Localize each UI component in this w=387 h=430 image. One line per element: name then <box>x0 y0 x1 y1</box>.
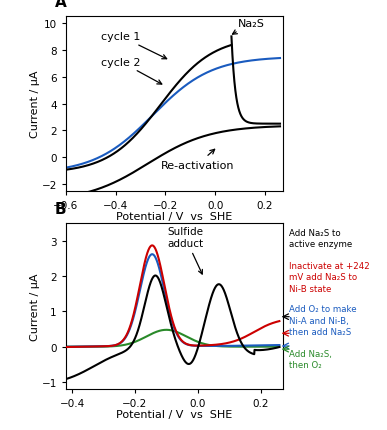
Text: Add O₂ to make
Ni-A and Ni-B,
then add Na₂S: Add O₂ to make Ni-A and Ni-B, then add N… <box>289 305 357 336</box>
Text: B: B <box>55 202 67 217</box>
X-axis label: Potential / V  vs  SHE: Potential / V vs SHE <box>116 212 232 222</box>
Text: Sulfide
adduct: Sulfide adduct <box>167 227 203 274</box>
Text: Na₂S: Na₂S <box>233 18 265 35</box>
X-axis label: Potential / V  vs  SHE: Potential / V vs SHE <box>116 409 232 420</box>
Text: cycle 2: cycle 2 <box>101 58 162 85</box>
Text: Inactivate at +242
mV add Na₂S to
Ni-B state: Inactivate at +242 mV add Na₂S to Ni-B s… <box>289 262 370 293</box>
Text: cycle 1: cycle 1 <box>101 32 167 60</box>
Text: A: A <box>55 0 67 10</box>
Text: Add Na₂S,
then O₂: Add Na₂S, then O₂ <box>289 349 332 369</box>
Text: Re-activation: Re-activation <box>161 150 234 171</box>
Text: Add Na₂S to
active enzyme: Add Na₂S to active enzyme <box>289 229 353 249</box>
Y-axis label: Current / μA: Current / μA <box>30 71 40 138</box>
Y-axis label: Current / μA: Current / μA <box>30 273 40 340</box>
